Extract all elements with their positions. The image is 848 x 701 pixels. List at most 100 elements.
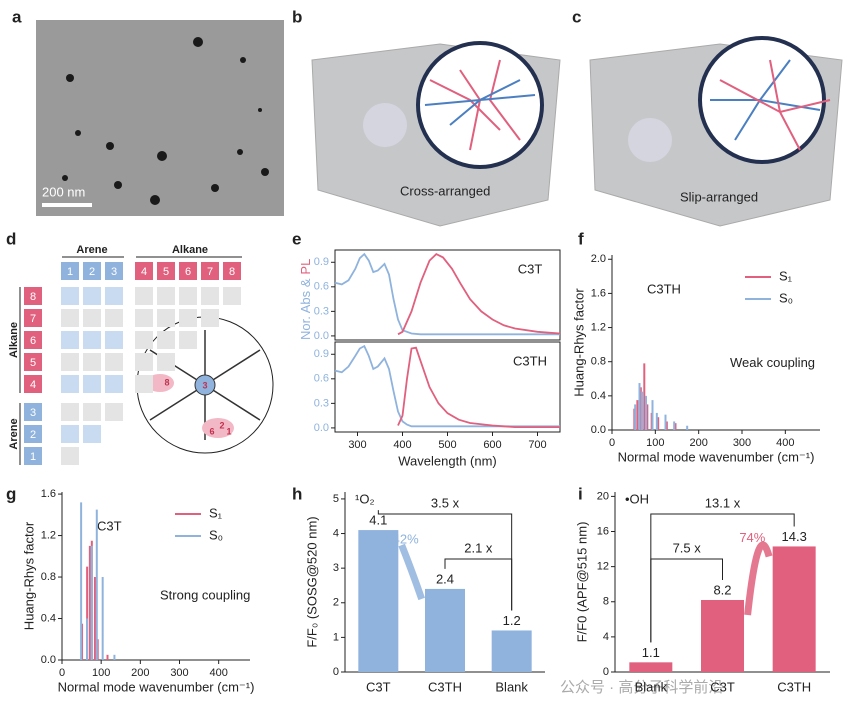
molecule-label: 6: [209, 426, 214, 436]
column-label: 8: [229, 266, 235, 278]
value-label: 4.1: [369, 513, 387, 528]
x-tick-label: 0: [59, 667, 65, 679]
arrow-label: 42%: [393, 532, 419, 547]
column-header: [83, 262, 101, 280]
highlight: [202, 418, 234, 438]
panel-label: a: [12, 7, 22, 26]
y-tick-label: 2: [333, 597, 339, 609]
annotation: Weak coupling: [730, 355, 815, 370]
y-tick-label: 0.0: [314, 422, 329, 434]
y-tick-label: 4: [333, 527, 339, 539]
column-header: [61, 262, 79, 280]
spectrum-line: [397, 253, 561, 336]
legend-label: S₀: [209, 527, 223, 542]
x-tick-label: 200: [131, 667, 149, 679]
panel-label: e: [292, 229, 301, 248]
y-tick-label: 0.6: [314, 281, 329, 293]
y-tick-label: 4: [603, 631, 609, 643]
watermark: 公众号 · 高分子科学前沿: [560, 679, 723, 696]
y-tick-label: 1.2: [591, 321, 606, 333]
x-tick-label: C3TH: [428, 679, 462, 694]
scale-bar: [42, 203, 92, 207]
molecule: [719, 59, 831, 151]
spectrum-line: [397, 346, 560, 428]
y-axis-label: Huang-Rhys factor: [21, 521, 36, 630]
column-header: [223, 262, 241, 280]
y-tick-label: 3: [333, 562, 339, 574]
column-label: 6: [185, 266, 191, 278]
x-tick-label: 600: [483, 439, 501, 451]
cell: [157, 309, 175, 327]
molecule-label: 1: [226, 426, 231, 436]
y-axis-label: F/F0 (APF@515 nm): [574, 522, 589, 643]
trend-arrow: [398, 543, 425, 601]
y-axis-label-part: Nor. Abs &: [298, 278, 313, 340]
panel-label: g: [6, 484, 16, 503]
row-header: [24, 375, 42, 393]
value-label: 14.3: [782, 529, 807, 544]
comparison-bracket: [444, 558, 513, 611]
y-axis-label: Huang-Rhys factor: [571, 288, 586, 397]
value-label: 1.2: [503, 613, 521, 628]
cell: [135, 353, 153, 371]
panel-label: i: [578, 484, 583, 503]
y-tick-label: 1.2: [41, 529, 56, 541]
y-tick-label: 0.0: [41, 654, 56, 666]
y-tick-label: 0.8: [41, 571, 56, 583]
cell: [105, 287, 123, 305]
tem-image: [36, 20, 284, 216]
y-tick-label: 16: [597, 525, 609, 537]
comparison-bracket: [650, 558, 723, 643]
cell: [179, 309, 197, 327]
x-tick-label: 300: [348, 439, 366, 451]
y-tick-label: 1: [333, 631, 339, 643]
y-tick-label: 0.4: [591, 390, 606, 402]
row-header: [24, 287, 42, 305]
cell: [135, 287, 153, 305]
group-label: Arene: [8, 418, 20, 449]
column-label: 1: [67, 266, 73, 278]
row-label: 4: [30, 379, 36, 391]
x-tick-label: 400: [393, 439, 411, 451]
cluster: [628, 118, 672, 162]
column-header: [179, 262, 197, 280]
value-label: 8.2: [713, 582, 731, 597]
chart-label: C3TH: [647, 281, 681, 296]
bar: [629, 662, 673, 672]
molecule: [424, 79, 536, 126]
plot-frame: [334, 249, 561, 341]
y-tick-label: 0.3: [314, 305, 329, 317]
x-tick-label: 400: [776, 437, 794, 449]
x-axis-label: Normal mode wavenumber (cm⁻¹): [618, 449, 815, 464]
row-header: [24, 353, 42, 371]
caption: Cross-arranged: [400, 183, 490, 198]
cell: [61, 375, 79, 393]
cell: [223, 287, 241, 305]
cell: [135, 375, 153, 393]
molecule-label: 8: [164, 377, 169, 387]
chart-label: ¹O₂: [355, 491, 375, 506]
bar: [425, 588, 465, 672]
nanoparticles: [62, 37, 269, 205]
panel-label: h: [292, 484, 302, 503]
y-tick-label: 5: [333, 493, 339, 505]
y-tick-label: 0.9: [314, 348, 329, 360]
column-label: 7: [207, 266, 213, 278]
x-tick-label: Blank: [495, 679, 528, 694]
spectrum-line: [334, 344, 560, 428]
row-label: 8: [30, 291, 36, 303]
cell: [83, 425, 101, 443]
cell: [61, 331, 79, 349]
column-label: 4: [141, 266, 147, 278]
legend-label: S₁: [209, 505, 223, 520]
cell: [83, 353, 101, 371]
column-header: [105, 262, 123, 280]
row-label: 6: [30, 335, 36, 347]
cell: [201, 309, 219, 327]
y-tick-label: 0: [603, 666, 609, 678]
row-label: 1: [30, 451, 36, 463]
arene-core: [194, 374, 216, 396]
x-tick-label: C3T: [710, 679, 735, 694]
bar: [491, 630, 532, 672]
group-label: Alkane: [172, 244, 208, 256]
